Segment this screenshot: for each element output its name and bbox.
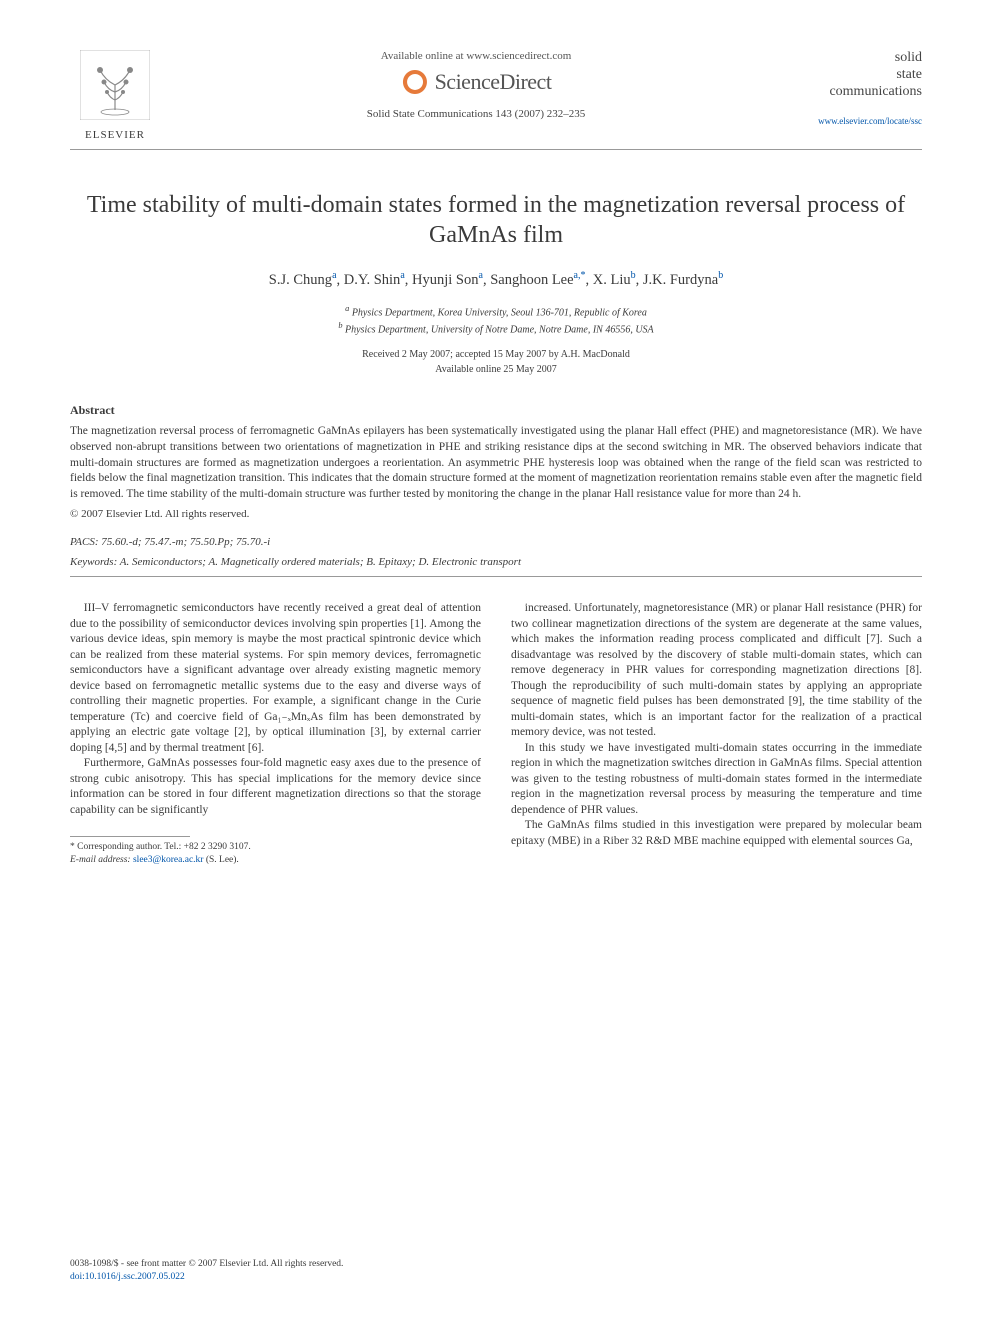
affiliation-b: b Physics Department, University of Notr… [70,320,922,337]
sciencedirect-text: ScienceDirect [435,69,552,95]
journal-name-l3: communications [792,84,922,101]
corresponding-footnote: * Corresponding author. Tel.: +82 2 3290… [70,841,481,853]
journal-url-link[interactable]: www.elsevier.com/locate/ssc [792,116,922,126]
elsevier-tree-icon [80,50,150,120]
footer-frontmatter: 0038-1098/$ - see front matter © 2007 El… [70,1258,922,1270]
abstract-body: The magnetization reversal process of fe… [70,424,922,502]
center-header: Available online at www.sciencedirect.co… [160,50,792,120]
body-columns: III–V ferromagnetic semiconductors have … [70,601,922,866]
elsevier-block: ELSEVIER [70,50,160,141]
online-date: Available online 25 May 2007 [70,362,922,377]
elsevier-label: ELSEVIER [70,129,160,141]
sd-swirl-icon [401,68,429,96]
abstract-heading: Abstract [70,403,922,418]
email-label: E-mail address: [70,855,131,865]
keywords-line: Keywords: A. Semiconductors; A. Magnetic… [70,556,922,577]
page-header: ELSEVIER Available online at www.science… [70,50,922,150]
journal-name-l2: state [792,67,922,84]
body-p3: increased. Unfortunately, magnetoresista… [511,601,922,741]
affiliation-a: a Physics Department, Korea University, … [70,303,922,320]
available-online-text: Available online at www.sciencedirect.co… [180,50,772,62]
article-dates: Received 2 May 2007; accepted 15 May 200… [70,347,922,377]
column-right: increased. Unfortunately, magnetoresista… [511,601,922,866]
article-title: Time stability of multi-domain states fo… [70,190,922,250]
page-footer: 0038-1098/$ - see front matter © 2007 El… [70,1258,922,1283]
journal-name-l1: solid [792,50,922,67]
body-p4: In this study we have investigated multi… [511,741,922,819]
right-header: solid state communications www.elsevier.… [792,50,922,126]
body-p2: Furthermore, GaMnAs possesses four-fold … [70,756,481,818]
body-p1: III–V ferromagnetic semiconductors have … [70,601,481,756]
abstract-copyright: © 2007 Elsevier Ltd. All rights reserved… [70,508,922,520]
email-footnote: E-mail address: slee3@korea.ac.kr (S. Le… [70,854,481,866]
column-left: III–V ferromagnetic semiconductors have … [70,601,481,866]
body-p5: The GaMnAs films studied in this investi… [511,818,922,849]
email-who: (S. Lee). [206,855,239,865]
doi-link[interactable]: doi:10.1016/j.ssc.2007.05.022 [70,1272,185,1282]
journal-name: solid state communications [792,50,922,100]
journal-reference: Solid State Communications 143 (2007) 23… [180,108,772,120]
sciencedirect-logo: ScienceDirect [180,68,772,96]
authors-line: S.J. Chunga, D.Y. Shina, Hyunji Sona, Sa… [70,270,922,289]
email-link[interactable]: slee3@korea.ac.kr [133,855,203,865]
affiliations: a Physics Department, Korea University, … [70,303,922,338]
footnote-separator [70,836,190,837]
received-date: Received 2 May 2007; accepted 15 May 200… [70,347,922,362]
pacs-line: PACS: 75.60.-d; 75.47.-m; 75.50.Pp; 75.7… [70,536,922,548]
